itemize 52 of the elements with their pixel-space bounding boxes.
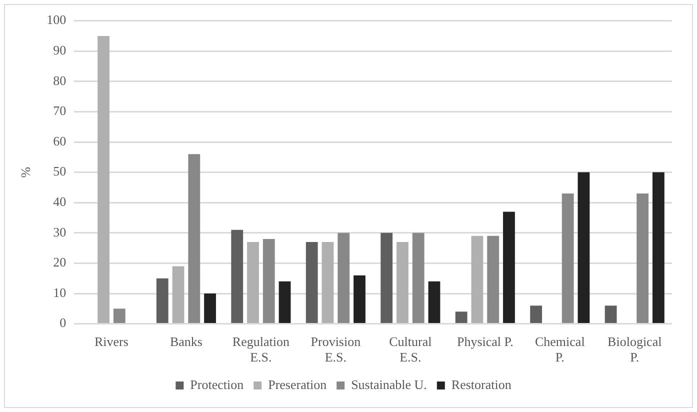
x-tick-label: Provision E.S.: [310, 334, 362, 365]
bar: [530, 306, 542, 324]
y-tick-label: 60: [53, 133, 66, 148]
bar: [247, 242, 259, 324]
bar: [396, 242, 408, 324]
bar: [562, 194, 574, 324]
bar: [188, 154, 200, 324]
x-tick-label: Cultural E.S.: [389, 334, 432, 365]
bar: [412, 232, 424, 324]
y-tick-label: 30: [53, 224, 66, 240]
x-tick-label: Banks: [170, 334, 202, 350]
bar: [578, 172, 590, 324]
bar: [380, 232, 393, 324]
legend-label: Restoration: [451, 376, 512, 392]
bar: [428, 281, 440, 324]
x-tick-label: Physical P.: [456, 334, 514, 350]
legend-label: Preseration: [268, 376, 328, 392]
y-tick-label: 70: [53, 103, 66, 118]
bar: [113, 308, 126, 324]
bar: [604, 306, 617, 324]
y-tick-label: 20: [53, 254, 66, 270]
bar: [338, 232, 350, 324]
bar: [503, 212, 515, 324]
x-tick-label: Regulation E.S.: [232, 334, 290, 365]
bar: [231, 230, 244, 324]
bar: [278, 281, 291, 324]
x-tick-label: Rivers: [94, 334, 128, 350]
y-tick-label: 50: [53, 164, 66, 179]
bar: [636, 194, 649, 324]
y-tick-label: 40: [53, 194, 66, 210]
bar: [354, 275, 366, 324]
bar: [204, 294, 216, 324]
bar: [322, 242, 334, 324]
legend-label: Protection: [190, 376, 244, 392]
bar: [262, 238, 275, 324]
bar: [487, 236, 500, 324]
y-axis-title: %: [18, 166, 34, 178]
y-tick-label: 100: [46, 12, 66, 28]
bar: [172, 266, 184, 324]
bar: [306, 242, 318, 324]
bar: [652, 172, 664, 324]
y-tick-label: 90: [53, 42, 66, 58]
x-tick-label: Chemical P.: [534, 334, 586, 365]
legend-label: Sustainable U.: [351, 376, 427, 392]
y-tick-label: 10: [53, 284, 66, 300]
y-tick-label: 0: [60, 315, 66, 330]
y-tick-label: 80: [53, 72, 66, 88]
bar: [98, 36, 110, 324]
x-tick-label: Biological P.: [608, 334, 662, 365]
bar: [455, 312, 468, 324]
bar: [471, 236, 484, 324]
bar: [156, 278, 168, 324]
